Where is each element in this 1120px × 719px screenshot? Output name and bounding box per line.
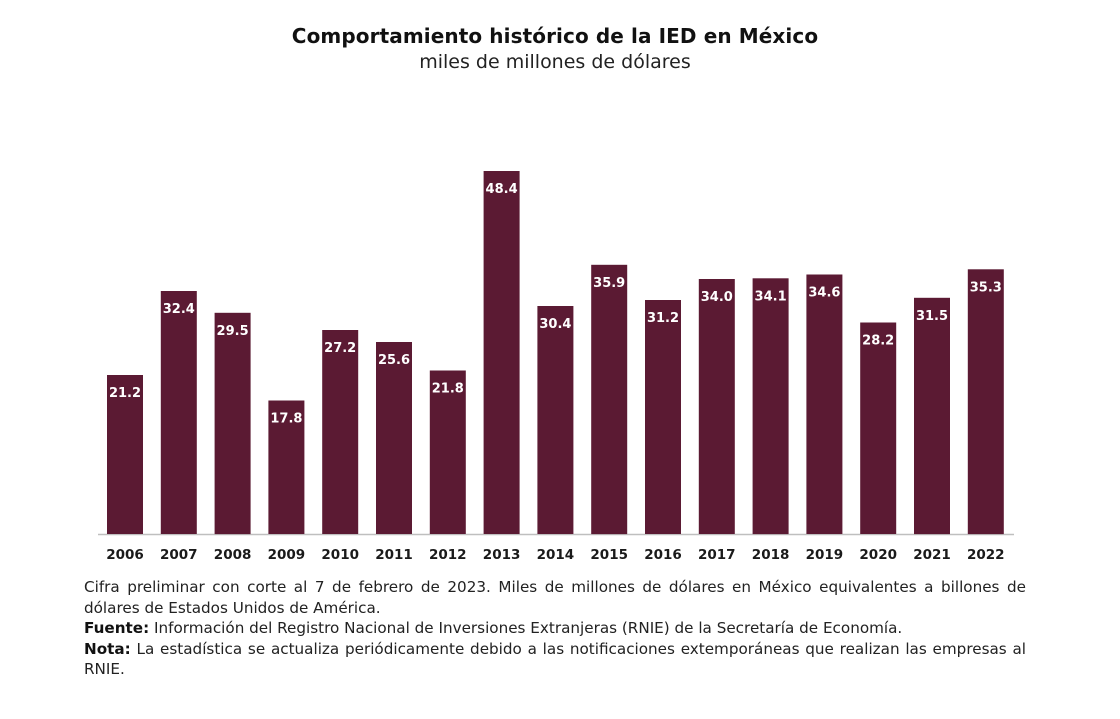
bar-2014 — [537, 306, 574, 534]
data-label-2008: 29.5 — [217, 324, 249, 339]
data-label-2015: 35.9 — [593, 276, 625, 291]
x-tick-label-2007: 2007 — [160, 547, 198, 563]
source-text: Información del Registro Nacional de Inv… — [154, 619, 903, 637]
x-tick-label-2017: 2017 — [698, 547, 736, 563]
data-label-2010: 27.2 — [324, 341, 356, 356]
x-tick-label-2013: 2013 — [483, 547, 521, 563]
bar-2006 — [107, 375, 143, 534]
chart-title: Comportamiento histórico de la IED en Mé… — [291, 24, 819, 48]
data-label-2022: 35.3 — [970, 280, 1002, 295]
bar-2015 — [591, 264, 628, 535]
data-label-2014: 30.4 — [539, 317, 571, 332]
bar-2010 — [322, 330, 359, 534]
bar-2008 — [214, 312, 251, 535]
x-tick-label-2011: 2011 — [375, 547, 413, 563]
bar-2009 — [268, 400, 305, 534]
update-note: Nota: La estadística se actualiza periód… — [84, 639, 1026, 680]
bar-2020 — [860, 322, 897, 534]
x-tick-label-2021: 2021 — [913, 547, 951, 563]
data-label-2012: 21.8 — [432, 382, 464, 397]
chart-subtitle: miles de millones de dólares — [419, 51, 691, 73]
bar-2011 — [376, 342, 412, 534]
x-tick-label-2006: 2006 — [106, 547, 144, 563]
x-tick-label-2018: 2018 — [752, 547, 790, 563]
data-label-2016: 31.2 — [647, 311, 679, 326]
note-text: La estadística se actualiza periódicamen… — [84, 639, 1026, 679]
bar-2007 — [160, 291, 197, 534]
bar-2018 — [752, 278, 789, 535]
x-tick-label-2022: 2022 — [967, 547, 1005, 563]
data-label-2013: 48.4 — [486, 182, 518, 197]
bar-chart: 21.2 2006 32.4 2007 29.5 2008 17.8 2009 27.2 2010… — [98, 171, 1014, 563]
preliminary-note: Cifra preliminar con corte al 7 de febre… — [84, 578, 1026, 617]
x-tick-label-2012: 2012 — [429, 547, 467, 563]
data-label-2006: 21.2 — [109, 386, 141, 401]
bar-2017 — [698, 279, 735, 534]
x-tick-label-2009: 2009 — [268, 547, 306, 563]
x-tick-label-2019: 2019 — [806, 547, 844, 563]
x-tick-label-2015: 2015 — [590, 547, 628, 563]
x-tick-label-2016: 2016 — [644, 547, 682, 563]
source-label: Fuente: — [84, 619, 150, 637]
source-note: Fuente: Información del Registro Naciona… — [84, 618, 1026, 639]
x-tick-label-2010: 2010 — [321, 547, 359, 563]
data-label-2019: 34.6 — [808, 286, 840, 301]
x-tick-label-2008: 2008 — [214, 547, 252, 563]
data-label-2020: 28.2 — [862, 334, 894, 349]
chart-notes: Cifra preliminar con corte al 7 de febre… — [84, 577, 1026, 680]
note-label: Nota: — [84, 639, 131, 658]
x-tick-label-2020: 2020 — [859, 547, 897, 563]
data-label-2009: 17.8 — [270, 412, 302, 427]
data-label-2011: 25.6 — [378, 353, 410, 368]
data-label-2007: 32.4 — [163, 302, 195, 317]
bar-2022 — [967, 269, 1004, 535]
bar-2013 — [483, 171, 520, 534]
bar-2021 — [914, 297, 950, 535]
bar-2019 — [806, 274, 843, 534]
bar-2012 — [429, 370, 466, 534]
data-label-2021: 31.5 — [916, 309, 948, 324]
x-tick-label-2014: 2014 — [537, 547, 575, 563]
data-label-2017: 34.0 — [701, 290, 733, 305]
data-label-2018: 34.1 — [755, 289, 787, 304]
bar-2016 — [645, 300, 681, 534]
